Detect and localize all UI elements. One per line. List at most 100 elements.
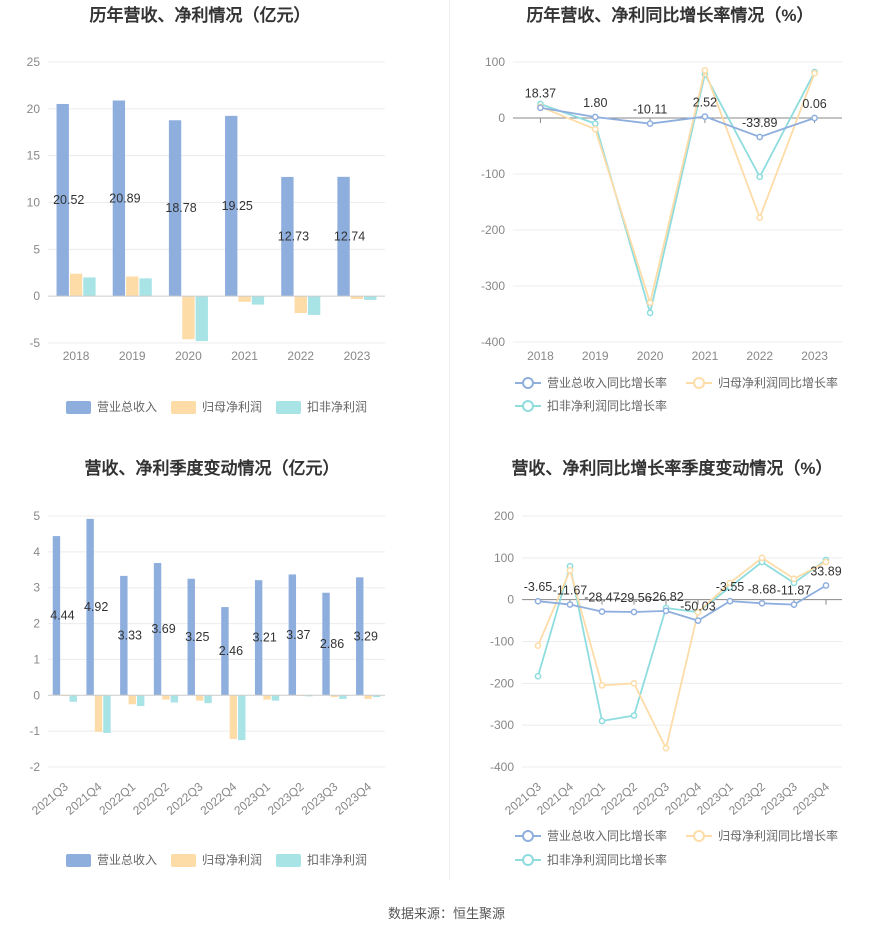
data-label: 4.92 (84, 600, 108, 614)
series-line-deducted-growth (540, 71, 816, 317)
y-tick-label: -200 (490, 676, 514, 690)
y-tick-label: 0 (33, 688, 40, 702)
legend-label: 扣非净利润同比增长率 (547, 398, 667, 413)
legend-marker (693, 377, 705, 389)
y-tick-label: 0 (498, 111, 505, 125)
series-point (630, 712, 638, 719)
y-tick-label: -400 (481, 335, 505, 349)
series-point (662, 607, 670, 615)
y-tick-label: 100 (494, 551, 514, 565)
series-line-revenue-growth (540, 106, 815, 138)
bar-revenue (356, 577, 364, 696)
chart-title: 历年营收、净利情况（亿元） (90, 5, 311, 25)
x-tick-label: 2018 (527, 349, 554, 363)
legend-swatch (276, 401, 301, 414)
legend-label: 营业总收入同比增长率 (547, 828, 667, 843)
bar-revenue (187, 578, 195, 696)
y-tick-label: 100 (485, 55, 505, 69)
series-point (726, 579, 734, 587)
series-point (701, 113, 709, 120)
x-tick-label: 2021 (231, 349, 258, 363)
legend-label: 扣非净利润 (307, 853, 367, 867)
legend-swatch (171, 401, 196, 414)
y-tick-label: -200 (481, 223, 505, 237)
bar-net-profit (263, 695, 271, 700)
bar-deducted-profit (305, 695, 313, 697)
series-point (758, 599, 766, 607)
series-point (646, 309, 654, 317)
series-point (534, 642, 542, 650)
x-tick-label: 2022Q3 (164, 779, 206, 817)
x-tick-label: 2021 (692, 349, 719, 363)
bar-net-profit (162, 695, 170, 700)
legend-label: 归母净利润同比增长率 (718, 375, 838, 390)
y-tick-label: -100 (490, 635, 514, 649)
bar-net-profit (195, 695, 204, 701)
bar-deducted-profit (69, 695, 77, 702)
bar-revenue (86, 518, 94, 696)
data-label: 2.86 (320, 637, 344, 651)
bar-net-profit (364, 695, 372, 699)
x-tick-label: 2023Q4 (332, 779, 374, 817)
legend-label: 营业总收入 (97, 400, 157, 414)
legend-label: 营业总收入同比增长率 (547, 375, 667, 390)
y-tick-label: 200 (494, 509, 514, 523)
legend-swatch (276, 854, 301, 867)
data-label: -8.68 (748, 582, 777, 596)
y-tick-label: -1 (29, 724, 40, 738)
bar-revenue (153, 562, 162, 696)
legend-swatch (171, 854, 196, 867)
series-point (694, 608, 702, 616)
chart-title: 营收、净利季度变动情况（亿元） (85, 458, 340, 478)
data-label: -29.56 (616, 591, 651, 605)
data-label: 18.78 (165, 201, 196, 215)
data-label: 33.89 (810, 564, 841, 578)
annual-growth-svg: 历年营收、净利同比增长率情况（%） -400 -300 -200 -100 0 100 18… (481, 5, 842, 413)
data-label: 3.29 (354, 629, 378, 643)
bar-revenue (225, 115, 238, 297)
x-tick-label: 2022 (746, 349, 773, 363)
x-tick-label: 2022Q2 (130, 779, 172, 817)
x-tick-label: 2023 (344, 349, 371, 363)
bar-net-profit (238, 296, 251, 302)
y-tick-label: 0 (33, 289, 40, 303)
legend-label: 归母净利润 (202, 400, 262, 414)
x-tick-label: 2022 (287, 349, 314, 363)
bar-deducted-profit (271, 695, 280, 701)
annual-growth-chart: 历年营收、净利同比增长率情况（%） -400 -300 -200 -100 0 100 18… (450, 0, 893, 430)
bar-revenue (254, 580, 263, 696)
data-label: 3.21 (252, 631, 276, 645)
series-point (790, 601, 798, 608)
bar-revenue (52, 536, 61, 696)
series-point (822, 582, 830, 589)
series-point (756, 173, 764, 181)
series-line-net-profit-growth (537, 556, 827, 751)
bar-deducted-profit (339, 695, 347, 699)
data-label: 12.74 (334, 230, 365, 244)
chart-title: 营收、净利同比增长率季度变动情况（%） (511, 458, 832, 478)
bar-revenue (56, 103, 69, 297)
series-point (598, 682, 606, 689)
legend-marker (522, 377, 534, 389)
y-tick-label: 4 (33, 545, 40, 559)
y-tick-label: -2 (29, 760, 40, 774)
data-label: 3.37 (286, 628, 310, 642)
quarterly-amounts-svg: 营收、净利季度变动情况（亿元） -2 -1 0 1 2 3 4 5 4.44 4.92 3.33 3.… (29, 458, 385, 867)
data-label: -10.11 (633, 103, 668, 117)
legend-label: 归母净利润 (202, 853, 262, 867)
bar-deducted-profit (170, 695, 179, 703)
bar-net-profit (69, 273, 83, 297)
legend-label: 归母净利润同比增长率 (718, 828, 838, 843)
bar-deducted-profit (238, 695, 246, 741)
series-point (758, 554, 766, 562)
legend-marker (522, 854, 534, 866)
quarterly-growth-svg: 营收、净利同比增长率季度变动情况（%） -400 -300 -200 -100 0 100… (490, 458, 842, 867)
x-tick-label: 2023Q3 (299, 779, 341, 817)
x-tick-label: 2019 (119, 349, 146, 363)
y-tick-label: -300 (481, 279, 505, 293)
data-label: 18.37 (525, 87, 556, 101)
legend-marker (522, 400, 534, 412)
data-label: 12.73 (278, 230, 309, 244)
series-point (598, 717, 606, 725)
legend-label: 扣非净利润 (307, 400, 367, 414)
